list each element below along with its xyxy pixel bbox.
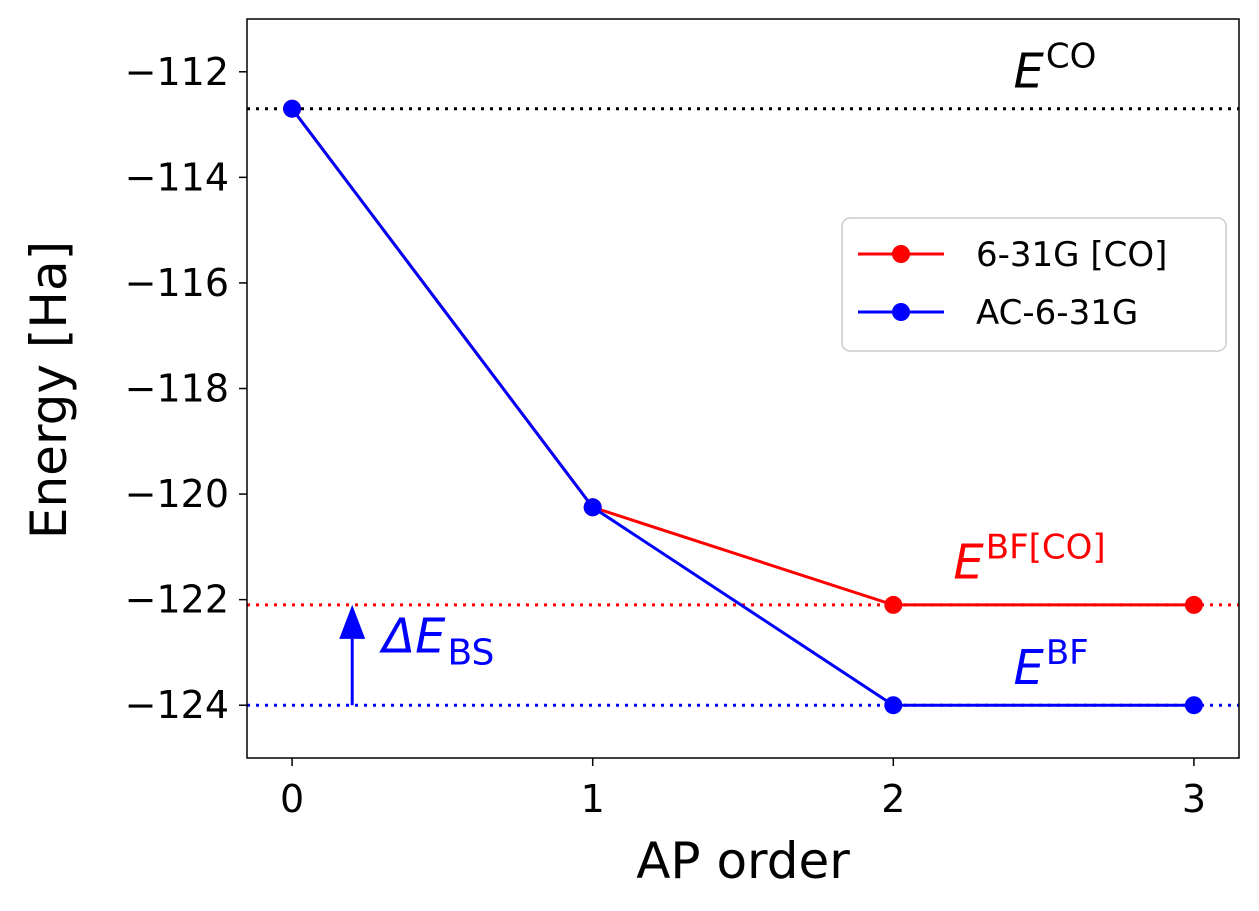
legend-marker-6-31g-co — [892, 245, 910, 263]
y-tick-label-4: −116 — [125, 261, 229, 305]
annotation-3: ΔEBS — [378, 608, 494, 673]
data-point-ac-6-31g-0 — [283, 99, 302, 118]
x-tick-label-2: 2 — [881, 777, 905, 821]
y-axis-ticks: −124 −122 −120 −118 −116 −114 −112 — [125, 50, 247, 727]
data-point-ac-6-31g-2 — [884, 696, 903, 715]
y-tick-label-2: −120 — [125, 472, 229, 516]
data-point-6-31g-co-3 — [1184, 595, 1203, 614]
annotation-2: EBF — [1014, 633, 1089, 696]
y-tick-label-0: −124 — [125, 683, 229, 727]
y-tick-label-6: −112 — [125, 50, 229, 94]
y-tick-label-3: −118 — [125, 367, 229, 411]
x-axis-ticks: 0 1 2 3 — [280, 758, 1206, 821]
legend-label-ac-6-31g: AC-6-31G — [976, 293, 1138, 333]
delta-arrow-head — [339, 604, 366, 639]
y-tick-label-5: −114 — [125, 155, 229, 199]
x-axis-label: AP order — [636, 832, 850, 890]
y-tick-label-1: −122 — [125, 578, 229, 622]
legend: 6-31G [CO] AC-6-31G — [841, 217, 1227, 352]
x-tick-label-1: 1 — [581, 777, 605, 821]
y-axis-label: Energy [Ha] — [20, 241, 78, 539]
series-line-ac-6-31g — [290, 107, 1194, 707]
annotation-1: EBF[CO] — [953, 528, 1105, 591]
data-point-6-31g-co-2 — [884, 595, 903, 614]
data-point-ac-6-31g-1 — [583, 498, 602, 517]
series-layer — [283, 99, 1203, 715]
annotations: ECO EBF[CO] EBF ΔEBS — [339, 37, 1106, 706]
x-tick-label-0: 0 — [280, 777, 304, 821]
legend-label-6-31g-co: 6-31G [CO] — [976, 235, 1167, 275]
legend-marker-ac-6-31g — [892, 303, 910, 321]
x-tick-label-3: 3 — [1182, 777, 1206, 821]
legend-box — [841, 217, 1227, 352]
data-point-ac-6-31g-3 — [1184, 696, 1203, 715]
annotation-0: ECO — [1014, 37, 1097, 100]
